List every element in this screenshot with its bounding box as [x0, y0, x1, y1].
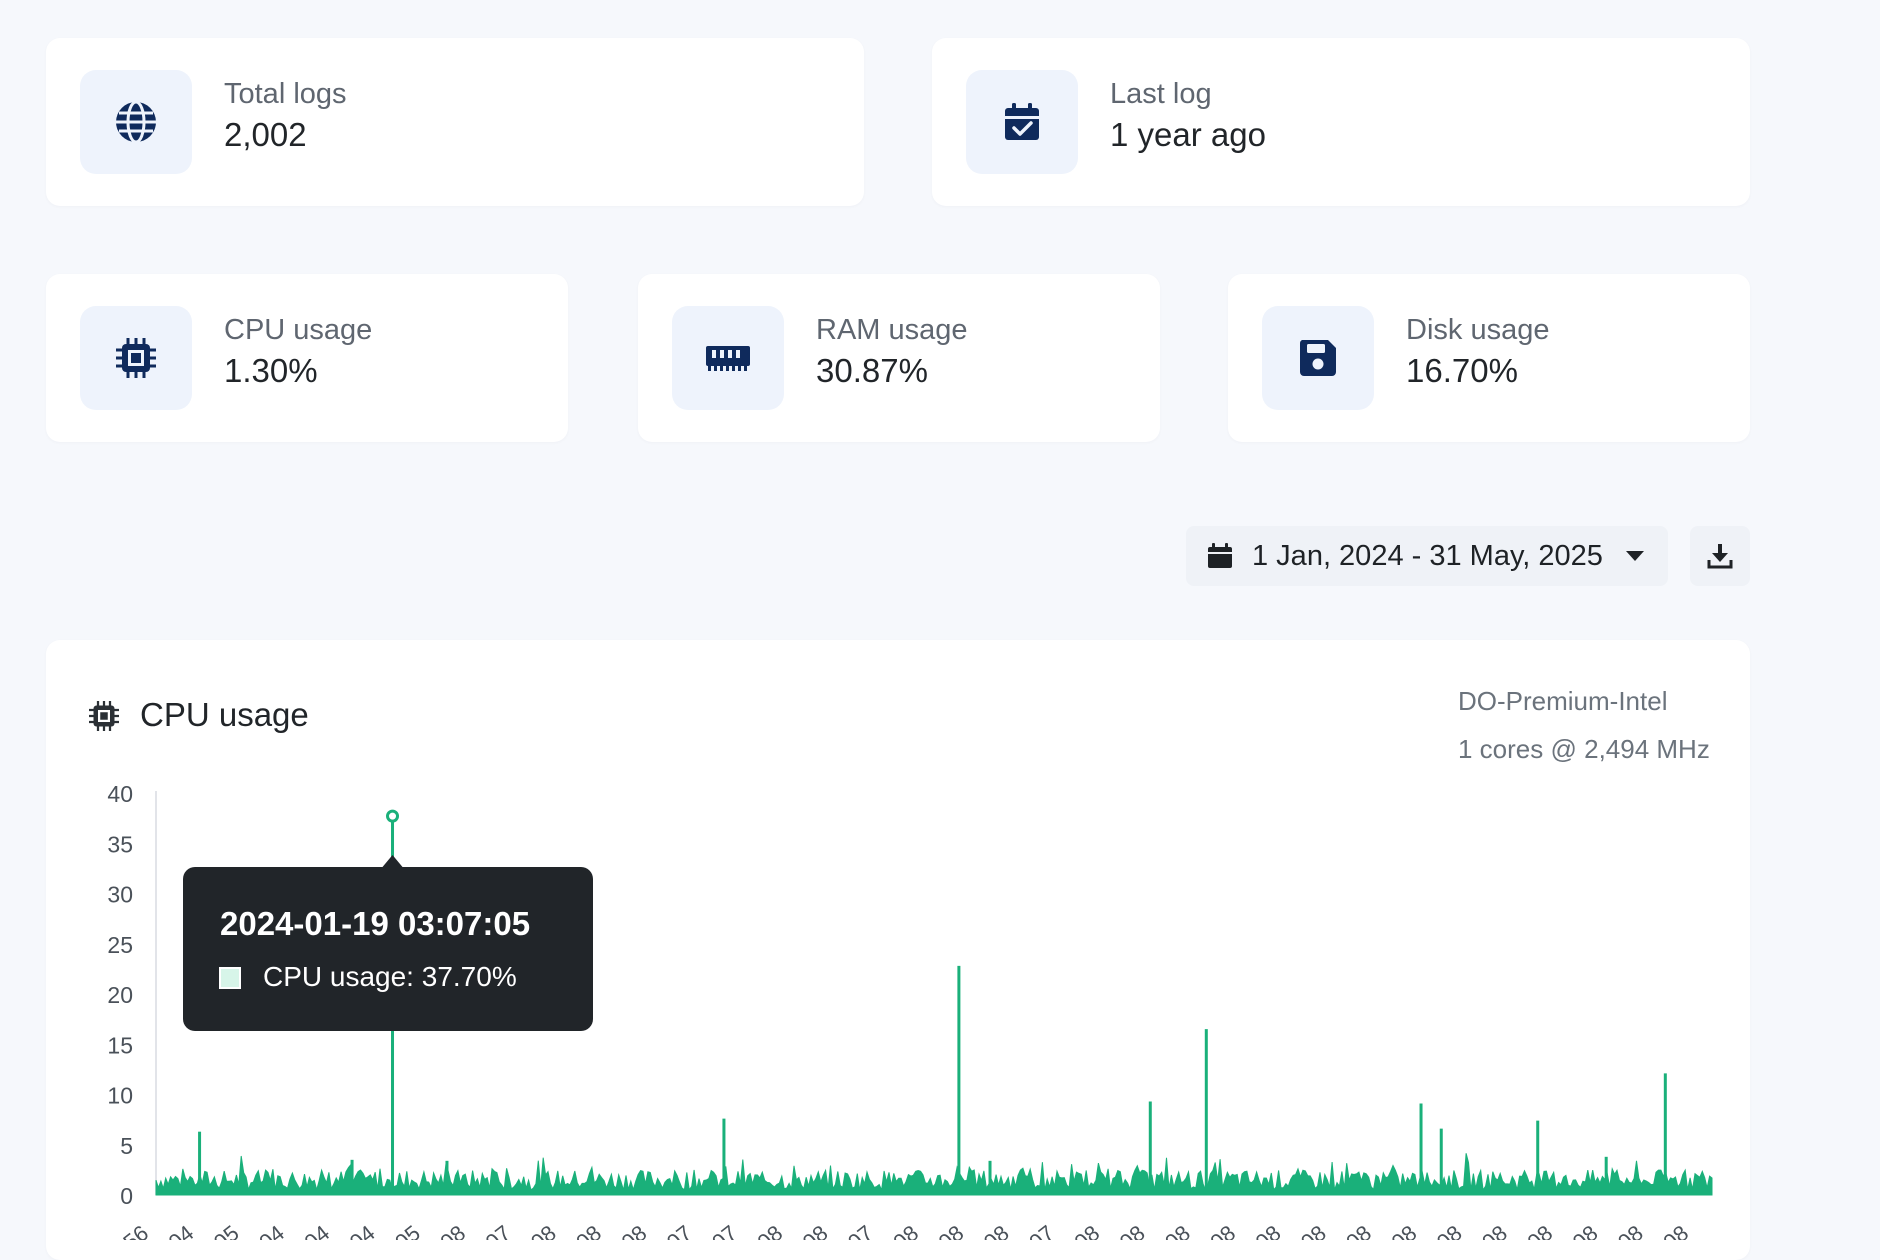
y-tick-label: 30 [107, 882, 133, 908]
x-tick-label: 08 [979, 1220, 1014, 1240]
caret-down-icon [1626, 551, 1644, 561]
memory-icon [706, 346, 750, 371]
y-tick-label: 20 [107, 982, 133, 1008]
stat-card-cpu-usage: CPU usage 1.30% [46, 274, 568, 442]
server-name: DO-Premium-Intel [1458, 686, 1668, 716]
stat-value: 16.70% [1406, 352, 1518, 389]
x-tick-label: 08 [1341, 1220, 1376, 1240]
x-tick-label: 08 [1477, 1220, 1512, 1240]
x-tick-label: 08 [435, 1220, 470, 1240]
tooltip-arrow [382, 855, 403, 867]
x-tick-label: 07 [662, 1220, 697, 1240]
stat-value: 1 year ago [1110, 116, 1266, 153]
cpu-chip-icon [116, 338, 156, 378]
x-tick-label: 07 [707, 1220, 742, 1240]
stat-icon-box [80, 306, 192, 410]
y-tick-label: 5 [120, 1133, 133, 1159]
x-tick-label: 08 [617, 1220, 652, 1240]
x-tick-label: 08 [753, 1220, 788, 1240]
x-tick-label: 08 [1296, 1220, 1331, 1240]
stat-card-ram-usage: RAM usage 30.87% [638, 274, 1160, 442]
x-tick-label: 05 [390, 1220, 425, 1240]
x-tick-label: 08 [526, 1220, 561, 1240]
tooltip-value: CPU usage: 37.70% [263, 961, 517, 992]
download-icon [1707, 544, 1733, 569]
globe-icon [116, 100, 156, 144]
chart-tooltip: 2024-01-19 03:07:05 CPU usage: 37.70% [183, 867, 593, 1031]
x-tick-label: 08 [1251, 1220, 1286, 1240]
stat-card-total-logs: Total logs 2,002 [46, 38, 864, 206]
x-tick-label: 08 [1432, 1220, 1467, 1240]
x-tick-label: 07 [481, 1220, 516, 1240]
stat-icon-box [966, 70, 1078, 174]
x-tick-label: 08 [1658, 1220, 1693, 1240]
tooltip-timestamp: 2024-01-19 03:07:05 [220, 905, 531, 942]
x-tick-label: 08 [1568, 1220, 1603, 1240]
stat-value: 30.87% [816, 352, 928, 389]
x-tick-label: 08 [934, 1220, 969, 1240]
x-tick-label: 08 [1160, 1220, 1195, 1240]
y-tick-label: 0 [120, 1183, 133, 1209]
stat-label: Disk usage [1406, 314, 1550, 346]
y-tick-label: 35 [107, 831, 133, 857]
date-range-text: 1 Jan, 2024 - 31 May, 2025 [1252, 540, 1603, 572]
date-range-picker[interactable]: 1 Jan, 2024 - 31 May, 2025 [1186, 526, 1668, 586]
floppy-disk-icon [1299, 340, 1336, 376]
y-tick-label: 25 [107, 932, 133, 958]
stat-value: 1.30% [224, 352, 318, 389]
x-tick-label: 07 [1024, 1220, 1059, 1240]
stat-label: Last log [1110, 78, 1212, 110]
stat-icon-box [1262, 306, 1374, 410]
x-tick-label: 08 [888, 1220, 923, 1240]
x-tick-label: 08 [1070, 1220, 1105, 1240]
stat-icon-box [672, 306, 784, 410]
x-tick-label: 08 [1613, 1220, 1648, 1240]
calendar-check-icon [1005, 103, 1039, 140]
y-tick-label: 10 [107, 1083, 133, 1109]
chart-title: CPU usage [140, 696, 309, 733]
x-tick-label: 08 [1205, 1220, 1240, 1240]
x-tick-label: 04 [254, 1220, 289, 1240]
x-tick-label: 08 [798, 1220, 833, 1240]
x-tick-label: 05 [209, 1220, 244, 1240]
stat-label: CPU usage [224, 314, 373, 346]
calendar-icon [1208, 543, 1232, 568]
stat-card-last-log: Last log 1 year ago [932, 38, 1750, 206]
highlight-point [386, 809, 400, 823]
x-tick-label: 56 [118, 1220, 153, 1240]
x-tick-label: 08 [571, 1220, 606, 1240]
x-tick-label: 04 [300, 1220, 335, 1240]
stat-value: 2,002 [224, 116, 307, 153]
x-tick-label: 04 [345, 1220, 380, 1240]
y-tick-label: 40 [107, 781, 133, 807]
y-tick-label: 15 [107, 1032, 133, 1058]
download-button[interactable] [1690, 526, 1750, 586]
cpu-series-area [155, 1153, 1713, 1196]
x-tick-label: 08 [1523, 1220, 1558, 1240]
x-tick-label: 04 [164, 1220, 199, 1240]
tooltip-swatch [219, 967, 241, 989]
x-tick-label: 08 [1115, 1220, 1150, 1240]
x-tick-label: 08 [1387, 1220, 1422, 1240]
server-spec: 1 cores @ 2,494 MHz [1458, 734, 1710, 764]
stat-card-disk-usage: Disk usage 16.70% [1228, 274, 1750, 442]
stat-icon-box [80, 70, 192, 174]
stat-label: RAM usage [816, 314, 968, 346]
stat-label: Total logs [224, 78, 347, 110]
cpu-chip-icon [89, 701, 119, 731]
x-tick-label: 07 [843, 1220, 878, 1240]
